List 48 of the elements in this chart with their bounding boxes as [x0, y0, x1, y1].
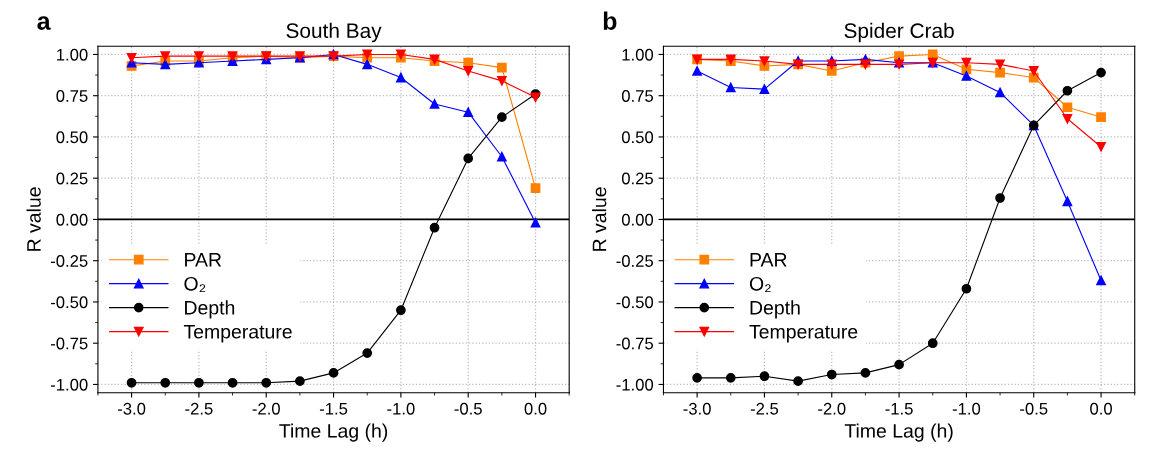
- legend-label: PAR: [750, 253, 787, 267]
- x-tick-label: -2.0: [252, 402, 280, 415]
- y-tick-label: -0.25: [616, 255, 654, 267]
- y-tick-label: -1.00: [50, 378, 88, 391]
- text: a: [37, 16, 51, 30]
- y-axis-title: R value: [592, 187, 607, 251]
- y-tick-label: 0.50: [56, 131, 88, 144]
- x-tick-label: -1.5: [885, 403, 913, 415]
- legend-label: Temperature: [749, 325, 858, 343]
- y-tick-label: -1.00: [616, 378, 654, 391]
- y-tick-label: -0.75: [616, 337, 654, 350]
- y-tick-label: 1.00: [57, 48, 88, 61]
- x-tick-label: -2.0: [818, 402, 846, 415]
- x-tick-label: -2.5: [750, 402, 779, 415]
- x-tick-label: -1.0: [387, 402, 415, 415]
- y-axis-title: R value: [26, 187, 41, 251]
- x-tick-label: 0.0: [524, 402, 547, 415]
- x-tick-label: -1.5: [319, 403, 348, 415]
- text: b: [603, 11, 617, 30]
- chart-title: South Bay: [286, 22, 382, 43]
- legend-label: O₂: [184, 276, 206, 293]
- y-tick-label: 0.50: [621, 131, 654, 144]
- chart-title: Spider Crab: [844, 22, 954, 43]
- legend-label: PAR: [185, 253, 222, 267]
- legend-label: O₂: [749, 276, 771, 293]
- y-tick-label: 0.00: [621, 213, 654, 226]
- y-tick-label: 0.25: [56, 172, 88, 185]
- y-tick-label: -0.75: [50, 337, 88, 350]
- x-axis-title: Time Lag (h): [279, 423, 388, 442]
- x-tick-label: -0.5: [454, 402, 482, 415]
- legend-label: Depth: [185, 300, 235, 319]
- legend-label: Temperature: [183, 325, 292, 343]
- x-tick-label: -0.5: [1020, 402, 1048, 415]
- x-tick-label: -3.0: [117, 402, 146, 415]
- x-axis-title: Time Lag (h): [844, 423, 953, 442]
- y-tick-label: 0.75: [56, 90, 88, 102]
- y-tick-label: -0.50: [50, 296, 88, 309]
- y-tick-label: -0.25: [50, 255, 88, 267]
- y-tick-label: 1.00: [622, 48, 654, 61]
- y-tick-label: 0.25: [621, 172, 654, 185]
- y-tick-label: 0.75: [621, 90, 654, 102]
- y-tick-label: -0.50: [616, 296, 654, 309]
- x-tick-label: -3.0: [683, 402, 711, 415]
- x-tick-label: -2.5: [185, 402, 213, 415]
- y-tick-label: 0.00: [56, 213, 88, 226]
- x-tick-label: 0.0: [1090, 402, 1112, 415]
- x-tick-label: -1.0: [952, 402, 981, 415]
- legend-label: Depth: [750, 300, 800, 319]
